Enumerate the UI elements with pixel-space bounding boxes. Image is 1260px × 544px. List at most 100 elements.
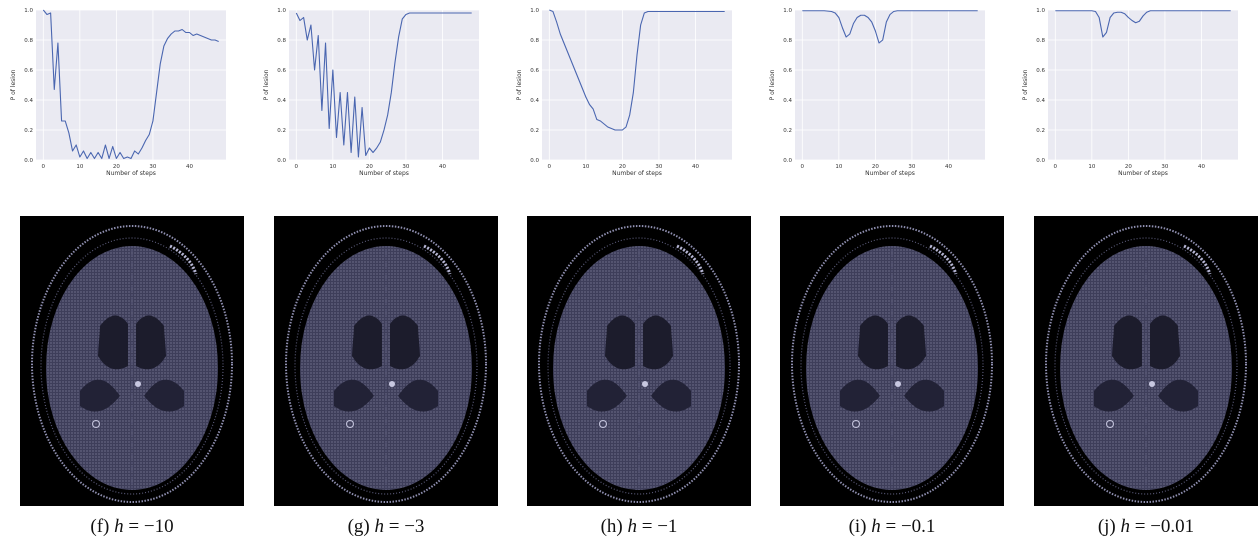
right-ventricle <box>390 315 420 370</box>
y-tick-label: 0.8 <box>783 38 792 44</box>
y-tick-label: 0.0 <box>783 158 792 164</box>
y-tick-label: 0.4 <box>783 98 792 104</box>
caption-tag: (h) <box>600 516 623 537</box>
y-tick-label: 0.0 <box>1036 158 1045 164</box>
left-ventricle <box>858 315 888 370</box>
x-tick-label: 30 <box>402 164 409 170</box>
y-tick-label: 0.4 <box>277 98 286 104</box>
y-tick-label: 0.8 <box>1036 38 1045 44</box>
lesion-probability-chart: 0 10 20 30 40 0.0 0.2 0.4 0.6 0.8 1.0 Number of ste… <box>1022 8 1238 177</box>
series-line <box>295 12 472 158</box>
brain-scan-graphic <box>538 225 740 503</box>
plot-area <box>795 10 985 160</box>
panel-i: 0 10 20 30 40 0.0 0.2 0.4 0.6 0.8 1.0 Number of ste… <box>759 0 1011 544</box>
brain-ct-image <box>527 216 751 506</box>
plot-area <box>1048 10 1238 160</box>
y-axis-label: P of lesion <box>516 69 523 100</box>
lesion-probability-chart: 0 10 20 30 40 0.0 0.2 0.4 0.6 0.8 1.0 Number of ste… <box>10 8 226 177</box>
x-tick-label: 10 <box>1088 164 1095 170</box>
skull-outline <box>1045 225 1247 503</box>
skull-outline <box>791 225 993 503</box>
caption-tag: (f) <box>90 516 110 537</box>
caption-value: = −0.1 <box>885 516 936 537</box>
calcification-cluster <box>1183 244 1212 275</box>
x-tick-label: 20 <box>113 164 120 170</box>
y-tick-label: 1.0 <box>783 8 792 14</box>
x-tick-label: 40 <box>439 164 446 170</box>
lesion-probability-chart: 0 10 20 30 40 0.0 0.2 0.4 0.6 0.8 1.0 Number of ste… <box>516 8 732 177</box>
lesion-probability-chart: 0 10 20 30 40 0.0 0.2 0.4 0.6 0.8 1.0 Number of ste… <box>769 8 985 177</box>
calcification-cluster <box>929 244 958 275</box>
caption-tag: (j) <box>1097 516 1116 537</box>
y-tick-label: 0.6 <box>783 68 792 74</box>
right-ventricle <box>896 315 926 370</box>
y-axis-label: P of lesion <box>10 69 17 100</box>
calcification-cluster <box>676 244 705 275</box>
x-tick-label: 40 <box>692 164 699 170</box>
skull-outline <box>31 225 233 503</box>
x-tick-label: 40 <box>945 164 952 170</box>
right-temporal-region <box>651 379 691 412</box>
right-ventricle <box>136 315 166 370</box>
subfigure-caption: (f) h = −10 <box>20 516 244 538</box>
x-tick-label: 20 <box>872 164 879 170</box>
skull-inner-outline <box>800 237 984 495</box>
subfigure-caption: (i) h = −0.1 <box>780 516 1004 538</box>
left-temporal-region <box>334 379 374 412</box>
skull-outline <box>285 225 487 503</box>
left-temporal-region <box>1094 379 1134 412</box>
caption-variable: h <box>871 516 881 537</box>
series-line <box>802 10 978 44</box>
x-tick-label: 10 <box>76 164 83 170</box>
brain-ct-image <box>274 216 498 506</box>
x-tick-label: 20 <box>366 164 373 170</box>
right-temporal-region <box>398 379 438 412</box>
x-tick-label: 30 <box>655 164 662 170</box>
left-temporal-region <box>80 379 120 412</box>
x-tick-label: 0 <box>801 164 805 170</box>
series-line <box>549 9 725 131</box>
subfigure-caption: (j) h = −0.01 <box>1034 516 1258 538</box>
left-temporal-region <box>840 379 880 412</box>
right-temporal-region <box>144 379 184 412</box>
caption-tag: (i) <box>848 516 867 537</box>
caption-variable: h <box>114 516 124 537</box>
bright-spot <box>346 420 354 428</box>
right-ventricle <box>1150 315 1180 370</box>
brain-scan-graphic <box>285 225 487 503</box>
skull-inner-outline <box>1054 237 1238 495</box>
lesion-probability-chart: 0 10 20 30 40 0.0 0.2 0.4 0.6 0.8 1.0 Number of ste… <box>263 8 479 177</box>
bright-spot <box>135 381 141 387</box>
brain-scan-graphic <box>31 225 233 503</box>
calcification-cluster <box>169 244 198 275</box>
x-tick-label: 40 <box>186 164 193 170</box>
bright-spot <box>895 381 901 387</box>
x-tick-label: 0 <box>1054 164 1058 170</box>
left-ventricle <box>1112 315 1142 370</box>
panel-f: 0 10 20 30 40 0.0 0.2 0.4 0.6 0.8 1.0 Number of ste… <box>0 0 252 544</box>
brain-scan-graphic <box>791 225 993 503</box>
caption-tag: (g) <box>347 516 370 537</box>
left-ventricle <box>352 315 382 370</box>
skull-inner-outline <box>294 237 478 495</box>
y-tick-label: 1.0 <box>24 8 33 14</box>
bright-spot <box>852 420 860 428</box>
y-tick-label: 0.2 <box>1036 128 1045 134</box>
bright-spot <box>1106 420 1114 428</box>
caption-variable: h <box>627 516 637 537</box>
plot-area <box>542 10 732 160</box>
x-tick-label: 10 <box>835 164 842 170</box>
brain-ct-image <box>20 216 244 506</box>
x-axis-label: Number of steps <box>106 170 156 177</box>
plot-area <box>289 10 479 160</box>
caption-value: = −3 <box>388 516 425 537</box>
panel-h: 0 10 20 30 40 0.0 0.2 0.4 0.6 0.8 1.0 Number of ste… <box>506 0 758 544</box>
subfigure-caption: (g) h = −3 <box>274 516 498 538</box>
skull-inner-outline <box>547 237 731 495</box>
left-ventricle <box>605 315 635 370</box>
y-tick-label: 0.0 <box>530 158 539 164</box>
panel-j: 0 10 20 30 40 0.0 0.2 0.4 0.6 0.8 1.0 Number of ste… <box>1012 0 1260 544</box>
y-axis-label: P of lesion <box>769 69 776 100</box>
bright-spot <box>389 381 395 387</box>
caption-variable: h <box>1120 516 1131 537</box>
